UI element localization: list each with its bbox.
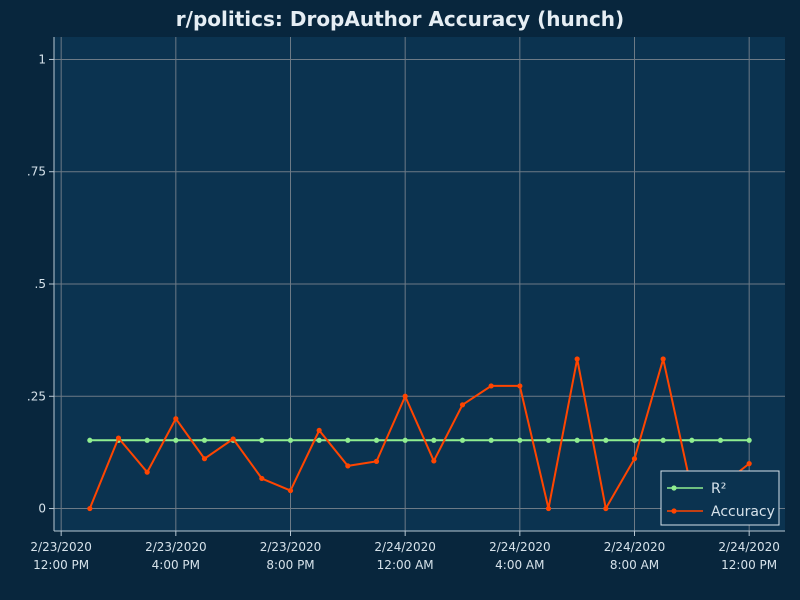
series-layer: [87, 356, 752, 512]
x-tick-date: 2/23/2020: [30, 540, 92, 554]
data-point: [459, 402, 466, 408]
data-point: [631, 437, 638, 443]
legend-label: Accuracy: [711, 504, 775, 520]
data-point: [717, 437, 724, 443]
x-tick-date: 2/23/2020: [145, 540, 207, 554]
data-point: [345, 437, 351, 443]
x-tick-time: 4:00 AM: [495, 558, 544, 572]
data-point: [488, 383, 494, 389]
axes: [49, 37, 785, 536]
series-line: [88, 358, 750, 512]
data-point: [87, 505, 93, 512]
x-tick-time: 4:00 PM: [152, 558, 200, 572]
x-tick-label: 2/23/2020 8:00 PM: [260, 540, 322, 572]
data-point: [488, 437, 494, 443]
chart-title: r/politics: DropAuthor Accuracy (hunch): [176, 7, 624, 31]
data-point: [345, 463, 351, 469]
x-tick-label: 2/23/2020 4:00 PM: [145, 540, 207, 572]
tick-labels: 0 .25 .5 .75 1 2/23/2020 12:00 PM 2/23/2020 4:00…: [27, 52, 780, 572]
data-point: [144, 469, 150, 475]
data-point: [287, 437, 294, 443]
data-point: [402, 437, 408, 443]
x-tick-label: 2/24/2020 8:00 AM: [604, 540, 666, 572]
data-point: [173, 437, 179, 443]
data-point: [603, 505, 609, 512]
data-point: [689, 437, 695, 443]
x-tick-label: 2/23/2020 12:00 PM: [30, 540, 92, 572]
x-tick-label: 2/24/2020 12:00 PM: [718, 540, 780, 572]
x-tick-date: 2/24/2020: [374, 540, 436, 554]
data-point: [316, 427, 322, 434]
data-point: [201, 456, 208, 462]
data-point: [660, 437, 666, 443]
data-point: [259, 475, 265, 482]
y-tick-label: .25: [27, 389, 46, 403]
legend-swatch-marker: [671, 508, 677, 514]
data-point: [517, 437, 523, 443]
data-point: [574, 356, 580, 362]
data-point: [603, 437, 609, 443]
data-point: [746, 437, 752, 443]
data-point: [574, 437, 580, 443]
x-tick-time: 8:00 PM: [266, 558, 314, 572]
legend: R² Accuracy: [660, 470, 780, 526]
x-tick-label: 2/24/2020 4:00 AM: [489, 540, 551, 572]
data-point: [259, 437, 265, 443]
data-point: [459, 437, 466, 443]
x-tick-time: 12:00 AM: [377, 558, 434, 572]
data-point: [517, 383, 523, 389]
data-point: [115, 435, 122, 441]
data-point: [316, 437, 322, 443]
x-tick-time: 8:00 AM: [610, 558, 659, 572]
data-point: [230, 436, 236, 442]
data-point: [746, 461, 752, 467]
data-point: [373, 437, 380, 443]
data-point: [373, 458, 380, 464]
data-point: [87, 437, 93, 443]
data-point: [660, 356, 666, 362]
data-point: [631, 456, 638, 462]
data-point: [201, 437, 208, 443]
data-point: [287, 487, 294, 494]
legend-box: [660, 470, 780, 526]
data-point: [431, 437, 437, 443]
legend-label: R²: [711, 481, 726, 497]
data-point: [144, 437, 150, 443]
data-point: [173, 416, 179, 422]
x-tick-date: 2/24/2020: [718, 540, 780, 554]
data-point: [545, 437, 552, 443]
y-tick-label: .5: [35, 277, 46, 291]
data-point: [545, 505, 552, 512]
x-tick-time: 12:00 PM: [33, 558, 89, 572]
x-tick-label: 2/24/2020 12:00 AM: [374, 540, 436, 572]
legend-swatch-marker: [671, 485, 677, 491]
data-point: [431, 458, 437, 464]
grid: [54, 37, 785, 531]
y-tick-label: 0: [38, 502, 46, 516]
x-tick-date: 2/24/2020: [604, 540, 666, 554]
x-tick-date: 2/24/2020: [489, 540, 551, 554]
y-tick-label: .75: [27, 165, 46, 179]
y-tick-label: 1: [38, 52, 46, 66]
x-tick-time: 12:00 PM: [721, 558, 777, 572]
x-tick-date: 2/23/2020: [260, 540, 322, 554]
series-accuracy: [87, 356, 752, 512]
data-point: [402, 393, 408, 399]
